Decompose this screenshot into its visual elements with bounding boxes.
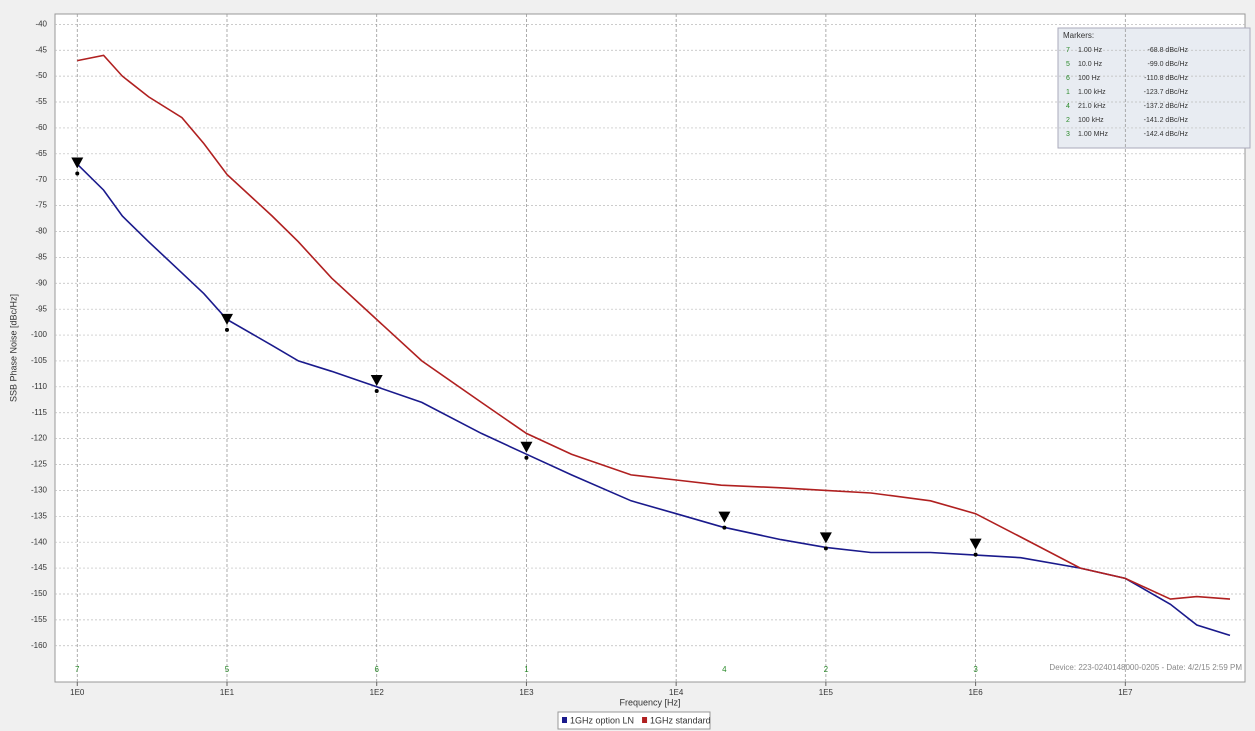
- marker-table-id: 6: [1066, 75, 1070, 82]
- y-tick-label: -80: [35, 227, 47, 236]
- y-tick-label: -135: [31, 511, 48, 520]
- y-tick-label: -50: [35, 71, 47, 80]
- marker-id-axis: 7: [75, 665, 80, 674]
- marker-dot: [973, 552, 978, 557]
- marker-table-value: -68.8 dBc/Hz: [1148, 47, 1189, 54]
- y-tick-label: -70: [35, 175, 47, 184]
- series-line: [77, 54, 1231, 600]
- y-tick-label: -65: [35, 149, 47, 158]
- marker-table-freq: 1.00 Hz: [1078, 47, 1103, 54]
- marker-table-value: -99.0 dBc/Hz: [1148, 61, 1189, 68]
- marker-table-value: -110.8 dBc/Hz: [1144, 75, 1188, 82]
- legend: [557, 711, 711, 730]
- y-tick-label: -120: [31, 434, 48, 443]
- y-tick-label: -100: [31, 330, 48, 339]
- marker-triangle: [969, 538, 982, 550]
- marker-triangle: [71, 157, 84, 169]
- marker-table-value: -141.2 dBc/Hz: [1144, 117, 1189, 124]
- y-axis-label: SSB Phase Noise [dBc/Hz]: [8, 294, 18, 402]
- marker-table-freq: 1.00 MHz: [1078, 131, 1108, 138]
- x-tick-label: 1E0: [70, 688, 85, 697]
- marker-table-freq: 100 Hz: [1078, 75, 1101, 82]
- marker-table-value: -137.2 dBc/Hz: [1144, 103, 1189, 110]
- y-tick-label: -125: [31, 460, 48, 469]
- y-tick-label: -140: [31, 537, 48, 546]
- y-tick-label: -90: [35, 278, 47, 287]
- x-tick-label: 1E5: [819, 688, 834, 697]
- y-tick-label: -115: [32, 408, 48, 417]
- y-tick-label: -155: [31, 615, 48, 624]
- marker-table-value: -142.4 dBc/Hz: [1144, 131, 1189, 138]
- marker-dot: [722, 525, 727, 530]
- marker-table-id: 4: [1066, 103, 1070, 110]
- marker-id-axis: 1: [524, 665, 529, 674]
- legend-label: 1GHz standard: [650, 715, 711, 725]
- marker-table: [1057, 27, 1251, 149]
- marker-table-value: -123.7 dBc/Hz: [1144, 89, 1189, 96]
- marker-table-freq: 1.00 kHz: [1078, 89, 1106, 96]
- x-tick-label: 1E7: [1118, 688, 1133, 697]
- legend-swatch: [642, 717, 648, 723]
- marker-dot: [374, 388, 379, 393]
- marker-triangle: [718, 511, 731, 523]
- y-tick-label: -130: [31, 486, 48, 495]
- marker-table-title: Markers:: [1063, 31, 1094, 40]
- marker-id-axis: 5: [225, 665, 230, 674]
- marker-dot: [823, 546, 828, 551]
- plot-area: [54, 13, 1246, 683]
- y-tick-label: -55: [35, 97, 47, 106]
- y-tick-label: -95: [35, 304, 47, 313]
- legend-swatch: [562, 717, 567, 723]
- marker-dot: [524, 455, 529, 460]
- marker-table-id: 5: [1066, 61, 1070, 68]
- marker-triangle: [819, 532, 832, 544]
- y-tick-label: -45: [35, 45, 47, 54]
- x-axis-label: Frequency [Hz]: [619, 697, 680, 707]
- legend-label: 1GHz option LN: [570, 715, 634, 725]
- marker-id-axis: 4: [722, 665, 727, 674]
- y-tick-label: -60: [35, 123, 47, 132]
- y-tick-label: -150: [31, 589, 48, 598]
- marker-table-id: 2: [1066, 117, 1070, 124]
- marker-table-freq: 10.0 Hz: [1078, 61, 1103, 68]
- x-tick-label: 1E6: [968, 688, 983, 697]
- y-tick-label: -85: [35, 252, 47, 261]
- marker-id-axis: 6: [374, 665, 379, 674]
- marker-triangle: [370, 374, 383, 386]
- x-tick-label: 1E1: [220, 688, 235, 697]
- y-tick-label: -145: [31, 563, 48, 572]
- y-tick-label: -75: [35, 201, 47, 210]
- y-tick-label: -110: [32, 382, 48, 391]
- series-line: [76, 163, 1231, 637]
- marker-table-freq: 21.0 kHz: [1078, 103, 1106, 110]
- x-tick-label: 1E2: [370, 688, 385, 697]
- marker-dot: [224, 327, 229, 332]
- y-tick-label: -40: [35, 19, 47, 28]
- x-tick-label: 1E4: [669, 688, 684, 697]
- footnote: Device: 223-0240148000-0205 - Date: 4/2/…: [1049, 663, 1242, 672]
- marker-id-axis: 3: [973, 665, 978, 674]
- x-tick-label: 1E3: [519, 688, 534, 697]
- y-tick-label: -105: [31, 356, 48, 365]
- marker-table-id: 7: [1066, 47, 1070, 54]
- marker-triangle: [220, 313, 233, 325]
- marker-dot: [75, 171, 80, 176]
- y-tick-label: -160: [31, 641, 48, 650]
- marker-table-id: 3: [1066, 131, 1070, 138]
- marker-table-id: 1: [1066, 89, 1070, 96]
- marker-id-axis: 2: [824, 665, 829, 674]
- marker-table-freq: 100 kHz: [1078, 117, 1104, 124]
- marker-triangle: [520, 441, 533, 453]
